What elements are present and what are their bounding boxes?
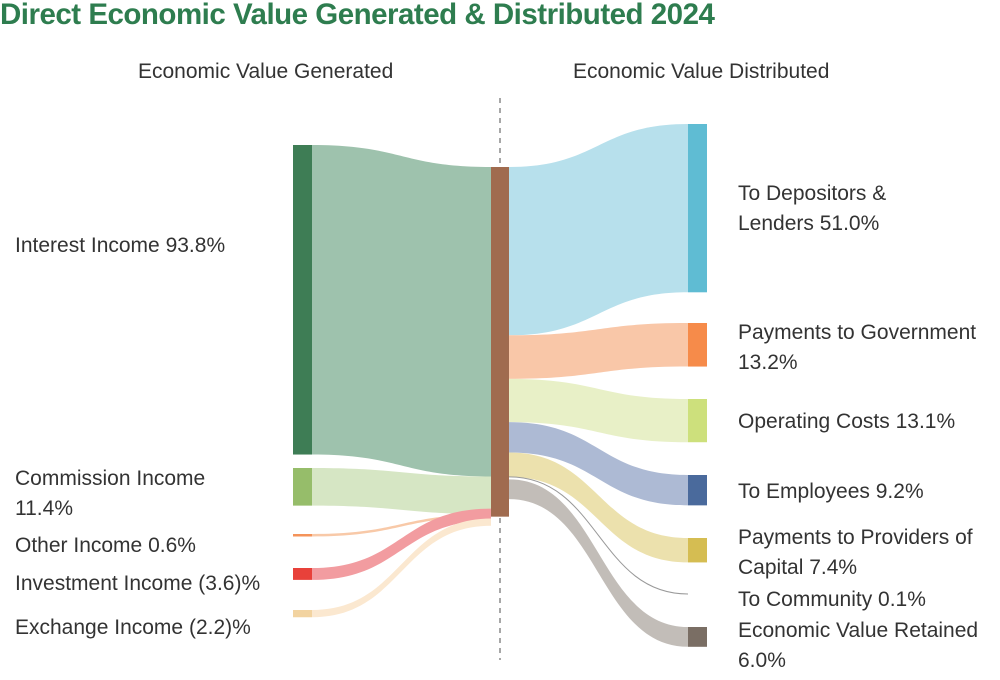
node-commission-income [293,468,312,506]
flow-to-employees [509,422,688,506]
source-value: 0.6% [148,534,196,557]
flow-payments-to-government [509,323,688,379]
target-value: 7.4% [809,556,858,579]
target-label-operating: Operating Costs 13.1% [738,407,955,437]
source-label-exchange: Exchange Income (2.2)% [15,613,251,643]
node-payments-to-providers-of-capital [688,538,707,563]
flow-other-income [312,514,491,537]
target-name: Economic Value Retained [738,619,979,642]
target-label-community: To Community 0.1% [738,585,926,615]
flow-operating-costs [509,378,688,443]
target-name: Operating Costs [738,410,890,433]
target-label-government: Payments to Government 13.2% [738,318,1000,378]
target-value: 13.2% [738,351,798,374]
target-name: To Employees [738,480,870,503]
node-economic-value-retained [688,627,707,647]
flow-payments-to-providers-of-capital [509,452,688,563]
source-label-other: Other Income 0.6% [15,531,196,561]
target-value: 0.1% [878,588,926,611]
flow-economic-value-retained [509,479,688,647]
chart-title: Direct Economic Value Generated & Distri… [0,0,715,31]
target-name: To Depositors & Lenders [738,182,887,235]
target-value: 6.0% [738,649,786,672]
source-value: 11.4% [15,497,73,520]
source-name: Other Income [15,534,143,557]
target-name: Payments to Government [738,321,977,344]
node-exchange-income [293,610,312,618]
right-heading: Economic Value Distributed [573,60,830,83]
source-name: Investment Income [15,572,193,595]
node-interest-income [293,145,312,455]
target-label-depositors: To Depositors & Lenders 51.0% [738,179,938,239]
target-label-providers: Payments to Providers of Capital 7.4% [738,523,1000,583]
target-value: 51.0% [819,212,880,235]
flow-interest-income [312,145,491,477]
flow-exchange-income [312,518,491,618]
node-operating-costs [688,399,707,443]
target-value: 13.1% [895,410,956,433]
source-value: 93.8% [165,234,226,257]
left-heading: Economic Value Generated [138,60,394,83]
node-other-income [293,534,312,537]
target-label-employees: To Employees 9.2% [738,477,924,507]
source-name: Exchange Income [15,616,184,639]
source-label-investment: Investment Income (3.6)% [15,569,260,599]
node-investment-income [293,568,312,580]
target-name: To Community [738,588,873,611]
source-name: Commission Income [15,467,206,490]
node-to-depositors-lenders [688,124,707,293]
flow-commission-income [312,468,491,515]
node-center [491,167,509,517]
source-name: Interest Income [15,234,160,257]
node-to-employees [688,475,707,506]
target-label-retained: Economic Value Retained 6.0% [738,616,1000,676]
source-value: (3.6)% [198,572,261,595]
source-value: (2.2)% [188,616,251,639]
target-name: Payments to Providers of Capital [738,526,973,579]
flow-investment-income [312,508,491,580]
node-payments-to-government [688,323,707,367]
source-label-interest: Interest Income 93.8% [15,231,225,261]
flow-to-depositors-lenders [509,124,688,336]
source-label-commission: Commission Income 11.4% [15,464,255,524]
target-value: 9.2% [875,480,924,503]
flow-to-community [508,476,689,595]
